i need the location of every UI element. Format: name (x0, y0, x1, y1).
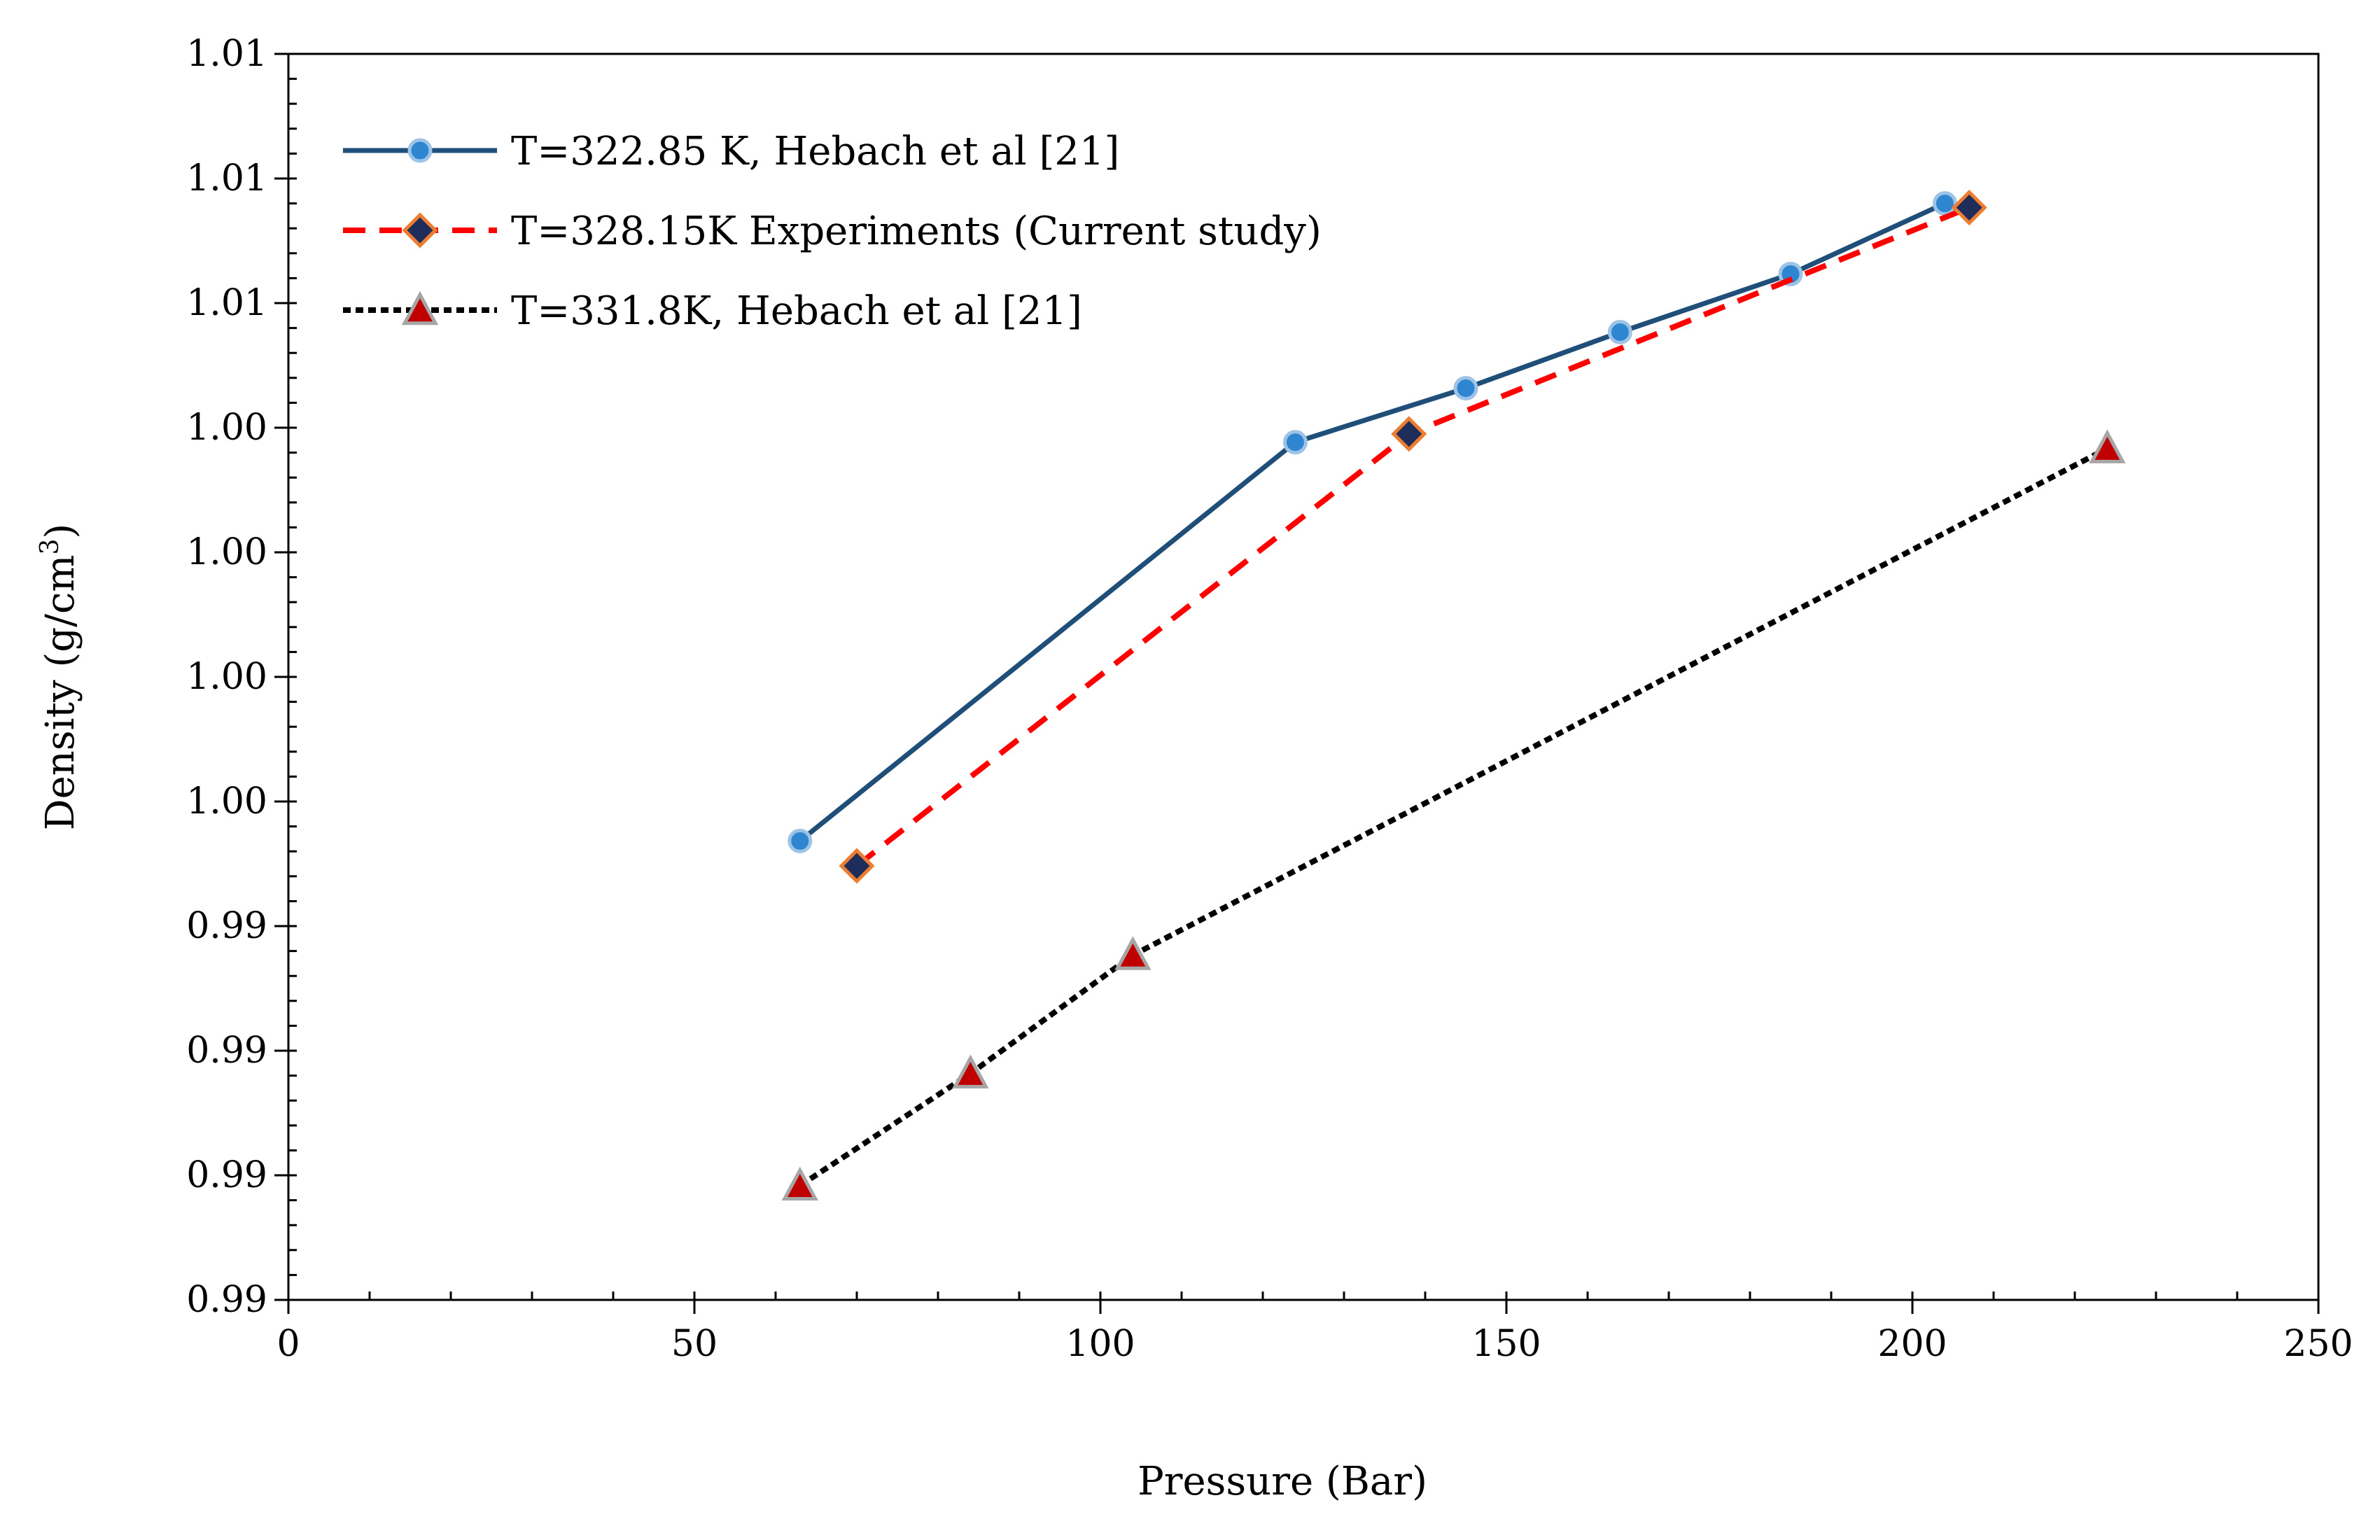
y-tick-label: 1.01 (186, 282, 267, 324)
legend-marker (402, 212, 438, 248)
legend-item: T=322.85 K, Hebach et al [21] (343, 129, 1119, 174)
data-point (1932, 191, 1957, 216)
y-tick-label: 1.00 (186, 656, 267, 698)
x-tick-label: 200 (1877, 1323, 1947, 1365)
y-axis-title: Density (g/cm3) (36, 524, 83, 831)
y-tick-label: 0.99 (186, 1154, 267, 1196)
data-point (1282, 430, 1308, 455)
data-point (952, 1054, 989, 1088)
data-point (1453, 376, 1478, 401)
series-3 (781, 429, 2126, 1201)
series-2 (839, 189, 1987, 884)
series-line (798, 201, 1946, 844)
data-point (1114, 936, 1152, 970)
legend: T=322.85 K, Hebach et al [21] T=328.15K E… (343, 129, 1322, 334)
series-line (798, 446, 2109, 1189)
y-tick-label: 0.99 (186, 1030, 267, 1072)
data-point (788, 828, 813, 853)
y-axis-title-main: Density (g/cm (38, 555, 83, 831)
legend-marker (401, 290, 439, 326)
legend-item: T=331.8K, Hebach et al [21] (343, 288, 1082, 334)
x-tick-label: 100 (1065, 1323, 1135, 1365)
y-axis-title-superscript: 3 (36, 539, 64, 555)
y-tick-label: 1.00 (186, 531, 267, 573)
y-axis-title-close: ) (38, 524, 83, 539)
legend-label: T=331.8K, Hebach et al [21] (511, 288, 1082, 334)
x-tick-label: 50 (671, 1323, 718, 1365)
x-axis-title: Pressure (Bar) (1138, 1459, 1427, 1504)
series-1 (788, 191, 1957, 853)
data-point (1951, 189, 1987, 226)
data-point (839, 848, 875, 884)
y-tick-label: 0.99 (186, 1279, 267, 1321)
legend-marker (407, 138, 433, 163)
y-tick-label: 1.01 (186, 158, 267, 200)
y-axis: 0.99 0.99 0.99 0.99 1.00 1.00 1.00 1.00 1.01 1.01… (186, 33, 297, 1321)
data-point (2089, 429, 2126, 463)
y-tick-label: 0.99 (186, 905, 267, 947)
data-point (1607, 320, 1632, 345)
series-layer (781, 189, 2126, 1201)
legend-label: T=328.15K Experiments (Current study) (511, 209, 1322, 254)
legend-label: T=322.85 K, Hebach et al [21] (511, 129, 1119, 174)
legend-item: T=328.15K Experiments (Current study) (343, 209, 1322, 254)
x-tick-label: 0 (276, 1323, 300, 1365)
y-tick-label: 1.00 (186, 780, 267, 822)
x-tick-label: 250 (2283, 1323, 2353, 1365)
y-tick-label: 1.01 (186, 33, 267, 75)
data-point (1391, 416, 1427, 452)
x-tick-label: 150 (1471, 1323, 1541, 1365)
y-tick-label: 1.00 (186, 407, 267, 449)
x-axis: 0 50 100 150 200 250 (276, 1292, 2353, 1365)
data-point (781, 1166, 818, 1201)
